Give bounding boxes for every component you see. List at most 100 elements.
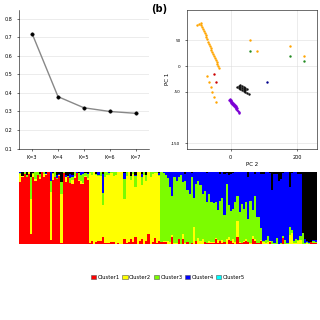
Bar: [45, 174, 47, 175]
Bar: [137, 172, 139, 244]
Bar: [284, 240, 286, 244]
Point: [204, 35, 209, 40]
Point: [240, 85, 245, 90]
Bar: [30, 172, 32, 177]
Bar: [260, 172, 262, 174]
Bar: [178, 172, 180, 177]
Bar: [130, 239, 132, 244]
Bar: [260, 228, 262, 240]
Point: [200, 25, 205, 30]
Bar: [173, 177, 176, 243]
Bar: [256, 217, 258, 243]
Bar: [221, 197, 223, 239]
Point: [238, 82, 243, 87]
Point: [203, 33, 208, 38]
Bar: [293, 243, 295, 244]
Bar: [267, 236, 269, 242]
Point: [207, 43, 212, 48]
Bar: [267, 242, 269, 244]
Bar: [80, 184, 82, 244]
Bar: [56, 172, 58, 175]
Bar: [241, 243, 243, 244]
Bar: [254, 174, 256, 196]
Bar: [26, 172, 28, 175]
Bar: [141, 172, 143, 174]
Bar: [102, 174, 104, 193]
Bar: [21, 176, 24, 177]
Bar: [247, 177, 250, 220]
Point: [210, 51, 215, 56]
Bar: [206, 172, 208, 173]
Bar: [217, 240, 219, 243]
Bar: [130, 172, 132, 176]
Bar: [315, 242, 317, 243]
Bar: [89, 243, 91, 244]
Bar: [82, 174, 84, 183]
Bar: [282, 238, 284, 244]
Bar: [280, 180, 282, 243]
Bar: [106, 175, 108, 244]
Bar: [212, 172, 215, 203]
Bar: [202, 239, 204, 244]
Bar: [289, 172, 291, 188]
Bar: [265, 172, 267, 240]
Bar: [110, 173, 113, 242]
Bar: [108, 172, 110, 173]
Bar: [163, 172, 165, 173]
Point: [244, 90, 250, 95]
Bar: [65, 177, 67, 182]
Bar: [176, 172, 178, 181]
Bar: [256, 172, 258, 217]
Bar: [45, 175, 47, 244]
Bar: [163, 243, 165, 244]
Bar: [128, 242, 130, 244]
Bar: [304, 239, 306, 243]
Bar: [184, 181, 187, 243]
Point: [241, 86, 246, 92]
Bar: [89, 173, 91, 243]
Bar: [167, 241, 169, 244]
Bar: [91, 241, 93, 244]
Bar: [191, 243, 193, 244]
Bar: [26, 177, 28, 244]
Bar: [208, 194, 210, 241]
Bar: [32, 172, 35, 173]
Bar: [65, 172, 67, 175]
Point: [205, 39, 211, 44]
Bar: [58, 175, 60, 176]
Bar: [141, 174, 143, 177]
Bar: [167, 172, 169, 178]
Bar: [130, 176, 132, 180]
Bar: [236, 237, 239, 244]
Point: [212, 94, 217, 100]
Bar: [188, 194, 191, 244]
Bar: [132, 242, 134, 244]
Bar: [215, 202, 217, 238]
Bar: [76, 173, 78, 244]
Bar: [26, 175, 28, 177]
Bar: [306, 242, 308, 244]
Bar: [191, 177, 193, 243]
Point: [288, 43, 293, 48]
Bar: [276, 172, 278, 174]
Bar: [78, 180, 80, 181]
Point: [206, 79, 212, 84]
Bar: [312, 172, 315, 240]
Bar: [35, 172, 36, 180]
Point: [205, 37, 210, 42]
Bar: [243, 209, 245, 241]
Bar: [241, 204, 243, 243]
Bar: [271, 172, 273, 190]
Point: [198, 20, 203, 26]
Point: [233, 105, 238, 110]
Bar: [199, 241, 202, 244]
Bar: [145, 241, 148, 244]
Bar: [195, 241, 197, 244]
Bar: [160, 172, 163, 242]
Bar: [39, 177, 41, 179]
Bar: [260, 174, 262, 228]
Bar: [47, 172, 50, 244]
Bar: [278, 172, 280, 181]
Bar: [124, 239, 126, 244]
Bar: [250, 172, 252, 201]
